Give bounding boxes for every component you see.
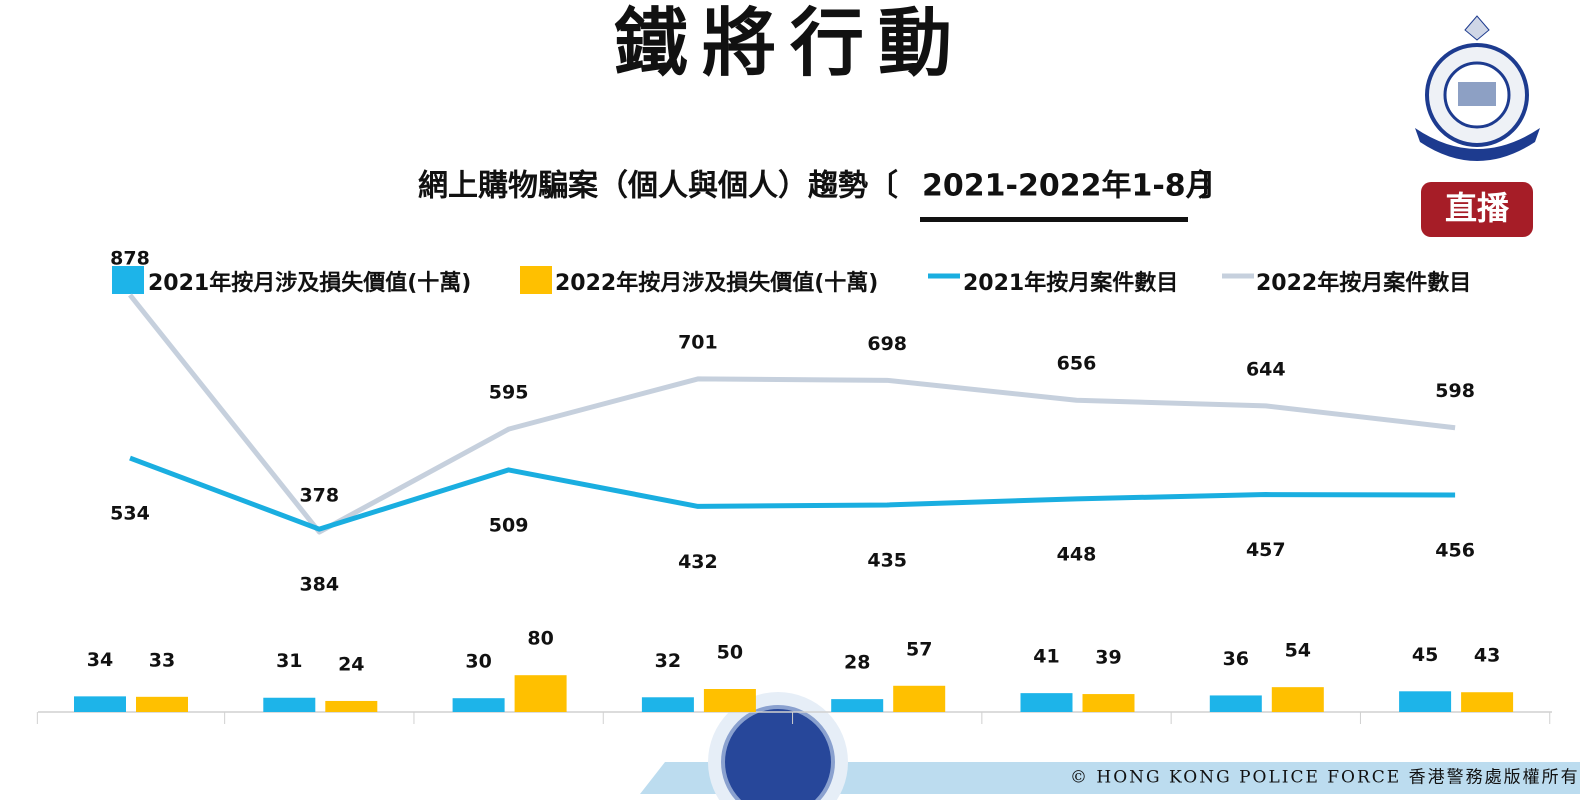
subtitle: 網上購物騙案（個人與個人）趨勢〔 <box>418 169 898 204</box>
legend-label: 2021年按月涉及損失價值(十萬) <box>148 270 471 296</box>
live-badge: 直播 <box>1445 189 1510 227</box>
bar-value-label: 36 <box>1223 648 1249 670</box>
bar-value-label: 57 <box>906 638 932 660</box>
line-value-label: 595 <box>489 382 529 404</box>
legend-label: 2021年按月案件數目 <box>963 270 1178 296</box>
line-value-label: 435 <box>867 549 907 571</box>
bar-value-label: 28 <box>844 652 870 674</box>
bar-value-label: 45 <box>1412 644 1438 666</box>
bar <box>325 700 378 712</box>
line-value-label: 384 <box>299 574 339 596</box>
bar-value-label: 54 <box>1285 640 1311 662</box>
line-value-label: 456 <box>1435 540 1475 562</box>
police-logo <box>1415 15 1540 161</box>
line-value-label: 509 <box>489 514 529 536</box>
title: 鐵將行動 <box>614 1 966 87</box>
legend-swatch <box>112 266 144 294</box>
line-value-label: 598 <box>1435 380 1475 402</box>
bar <box>1461 692 1514 712</box>
bar <box>893 685 946 712</box>
bar-value-label: 30 <box>465 651 491 673</box>
bar-value-label: 33 <box>149 649 175 671</box>
line-value-label: 701 <box>678 331 718 353</box>
bar-value-label: 43 <box>1474 645 1500 667</box>
bar-value-label: 39 <box>1095 647 1121 669</box>
line-value-label: 448 <box>1057 543 1097 565</box>
bar <box>831 699 884 712</box>
bar <box>703 689 756 712</box>
line-value-label: 656 <box>1057 353 1097 375</box>
bar <box>452 698 505 712</box>
bar-value-label: 41 <box>1033 646 1059 668</box>
line <box>128 293 1456 535</box>
subtitle-period: 2021-2022年1-8月 <box>922 169 1216 204</box>
line-value-label: 457 <box>1246 539 1286 561</box>
bar <box>641 697 694 712</box>
bar <box>1271 687 1324 712</box>
bar <box>514 675 567 712</box>
line-value-label: 378 <box>299 485 339 507</box>
live-badge-bg <box>1421 182 1533 237</box>
bar-value-label: 31 <box>276 650 302 672</box>
subtitle-underline <box>920 217 1188 222</box>
subtitle-end: 〕 <box>1198 169 1228 204</box>
copyright: © HONG KONG POLICE FORCE 香港警務處版權所有 <box>1070 768 1580 788</box>
bar <box>1082 694 1135 712</box>
line-value-label: 644 <box>1246 358 1286 380</box>
bar-value-label: 32 <box>655 650 681 672</box>
line-value-label: 432 <box>678 551 718 573</box>
bar-value-label: 34 <box>87 649 113 671</box>
bar <box>136 696 188 712</box>
bar-value-label: 80 <box>527 628 553 650</box>
line-value-label: 698 <box>867 333 907 355</box>
footer-emblem <box>721 705 835 800</box>
legend-label: 2022年按月涉及損失價值(十萬) <box>555 270 878 296</box>
legend-swatch <box>520 266 552 294</box>
bar <box>1020 693 1073 712</box>
line-value-label: 878 <box>110 248 150 270</box>
bar-value-label: 50 <box>717 642 743 664</box>
legend-label: 2022年按月案件數目 <box>1256 270 1471 296</box>
bar-value-label: 24 <box>338 653 364 675</box>
footer-band <box>640 762 1580 794</box>
bar <box>1399 691 1452 712</box>
line-value-label: 534 <box>110 503 150 525</box>
line <box>129 455 1456 532</box>
bar <box>1209 695 1262 712</box>
bar <box>263 697 316 712</box>
bar <box>74 696 126 712</box>
